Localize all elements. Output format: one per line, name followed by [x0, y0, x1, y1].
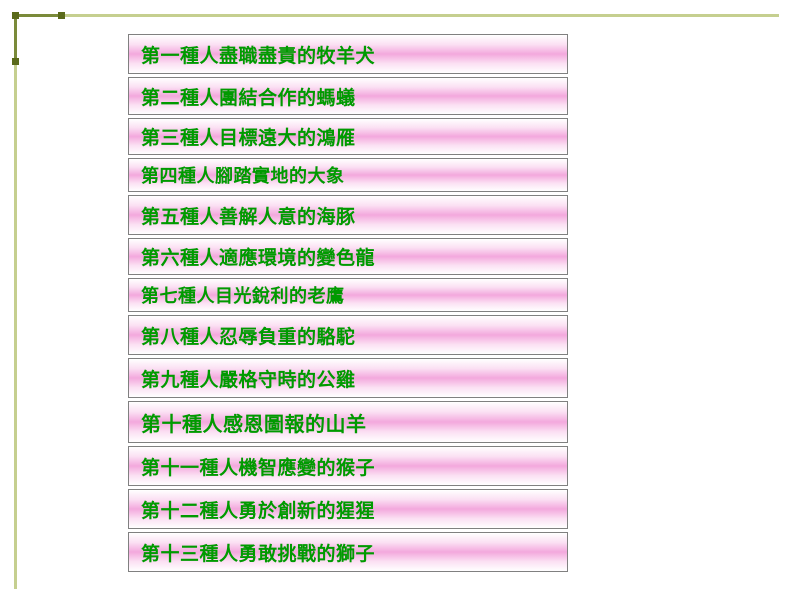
decorative-corner-frame — [14, 14, 62, 62]
item-label: 第九種人 — [141, 365, 219, 392]
item-label: 第六種人 — [141, 243, 219, 270]
list-item: 第三種人 目標遠大的鴻雁 — [128, 118, 568, 155]
item-label: 第十二種人 — [141, 496, 239, 523]
item-description: 勇於創新的猩猩 — [239, 496, 376, 523]
item-label: 第二種人 — [141, 83, 219, 110]
item-description: 目標遠大的鴻雁 — [219, 123, 356, 150]
list-item: 第二種人 團結合作的螞蟻 — [128, 77, 568, 115]
list-item: 第十種人 感恩圖報的山羊 — [128, 401, 568, 443]
item-label: 第七種人 — [141, 282, 215, 308]
list-item: 第十一種人 機智應變的猴子 — [128, 446, 568, 486]
item-description: 善解人意的海豚 — [219, 202, 356, 229]
item-label: 第八種人 — [141, 322, 219, 349]
item-description: 盡職盡責的牧羊犬 — [219, 41, 375, 68]
list-item: 第七種人 目光銳利的老鷹 — [128, 278, 568, 312]
item-description: 感恩圖報的山羊 — [223, 408, 367, 437]
item-label: 第一種人 — [141, 41, 219, 68]
item-description: 嚴格守時的公雞 — [219, 365, 356, 392]
corner-dot — [58, 12, 65, 19]
list-item: 第五種人 善解人意的海豚 — [128, 195, 568, 235]
item-description: 勇敢挑戰的獅子 — [239, 539, 376, 566]
corner-dot — [12, 58, 19, 65]
list-item: 第十三種人 勇敢挑戰的獅子 — [128, 532, 568, 572]
item-description: 腳踏實地的大象 — [215, 162, 345, 188]
list-item: 第八種人 忍辱負重的駱駝 — [128, 315, 568, 355]
list-item: 第四種人 腳踏實地的大象 — [128, 158, 568, 192]
item-description: 機智應變的猴子 — [239, 453, 376, 480]
item-label: 第十種人 — [141, 408, 223, 437]
item-description: 目光銳利的老鷹 — [215, 282, 345, 308]
item-label: 第十一種人 — [141, 453, 239, 480]
list-item: 第九種人 嚴格守時的公雞 — [128, 358, 568, 398]
list-item: 第六種人 適應環境的變色龍 — [128, 238, 568, 275]
corner-dot — [12, 12, 19, 19]
item-description: 忍辱負重的駱駝 — [219, 322, 356, 349]
person-type-list: 第一種人 盡職盡責的牧羊犬 第二種人 團結合作的螞蟻 第三種人 目標遠大的鴻雁 … — [128, 34, 568, 575]
item-label: 第十三種人 — [141, 539, 239, 566]
item-label: 第五種人 — [141, 202, 219, 229]
list-item: 第一種人 盡職盡責的牧羊犬 — [128, 34, 568, 74]
item-label: 第四種人 — [141, 162, 215, 188]
list-item: 第十二種人 勇於創新的猩猩 — [128, 489, 568, 529]
item-description: 適應環境的變色龍 — [219, 243, 375, 270]
item-label: 第三種人 — [141, 123, 219, 150]
item-description: 團結合作的螞蟻 — [219, 83, 356, 110]
